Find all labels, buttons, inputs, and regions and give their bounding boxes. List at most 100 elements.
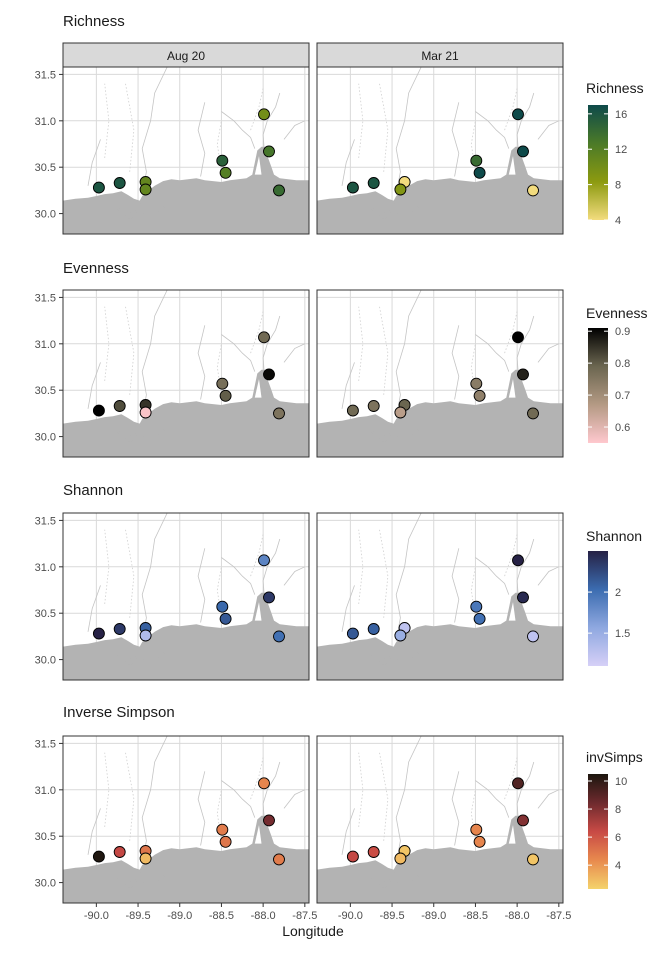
site-point — [92, 627, 105, 640]
site-point — [139, 629, 152, 642]
river-line — [341, 808, 355, 855]
river-line — [87, 585, 101, 632]
legend: invSimps 4 6 8 10 — [586, 749, 643, 889]
marsh-island — [117, 208, 123, 214]
y-tick-label: 31.0 — [35, 562, 56, 574]
chart-title: Shannon — [63, 482, 123, 499]
legend-colorbar — [588, 328, 608, 443]
boundary-line — [216, 789, 222, 841]
chart-row-4: Inverse Simpson 30.0 30.5 31.0 31.5 invSimps 4… — [35, 704, 643, 904]
bay-inlet — [508, 602, 516, 621]
river-line — [475, 780, 510, 818]
x-tick-label: -89.5 — [126, 910, 151, 922]
y-tick-label: 31.5 — [35, 515, 56, 527]
site-point — [216, 600, 229, 613]
facet-panel-aug-20 — [62, 735, 310, 904]
site-point — [273, 630, 285, 643]
legend-tick-label: 12 — [615, 144, 627, 156]
legend-tick-label: 0.7 — [615, 390, 630, 402]
legend: Shannon 1.5 2 — [586, 528, 642, 666]
y-tick-label: 30.0 — [35, 209, 56, 221]
marsh-island — [387, 648, 403, 662]
river-line — [283, 789, 305, 809]
boundary-line — [216, 120, 222, 172]
river-line — [262, 538, 281, 593]
y-tick-label: 30.5 — [35, 385, 56, 397]
chart-title: Evenness — [63, 260, 129, 277]
panel-content — [317, 67, 563, 234]
boundary-line — [250, 88, 264, 131]
legend-tick-label: 0.6 — [615, 422, 630, 434]
river-line — [262, 315, 281, 370]
y-tick-label: 30.0 — [35, 432, 56, 444]
marsh-island — [408, 427, 419, 435]
x-tick-label: -90.0 — [338, 910, 363, 922]
marsh-island — [124, 880, 134, 889]
y-tick-label: 30.5 — [35, 831, 56, 843]
site-point — [92, 404, 105, 417]
site-point — [512, 554, 524, 567]
site-point — [517, 145, 529, 158]
river-line — [141, 290, 168, 419]
panel-content — [317, 736, 563, 903]
land-mass — [63, 592, 309, 680]
x-tick-label: -87.5 — [292, 910, 317, 922]
y-tick-label: 31.5 — [35, 738, 56, 750]
marsh-island — [408, 650, 419, 658]
site-point — [394, 629, 407, 642]
x-tick-label: -90.0 — [84, 910, 109, 922]
facet-label: Mar 21 — [421, 49, 459, 63]
site-point — [219, 166, 232, 179]
site-point — [139, 183, 152, 196]
river-line — [516, 538, 535, 593]
boundary-line — [504, 757, 518, 800]
marsh-island — [133, 425, 149, 439]
y-tick-label: 31.0 — [35, 339, 56, 351]
bay-inlet — [254, 379, 262, 398]
facet-panel-aug-20 — [62, 512, 310, 681]
legend-title: Evenness — [586, 305, 647, 321]
river-line — [197, 102, 206, 177]
marsh-island — [117, 654, 123, 660]
marsh-island — [371, 431, 377, 437]
x-tick-label: -88.5 — [463, 910, 488, 922]
x-tick-label: -89.0 — [167, 910, 192, 922]
marsh-island — [378, 880, 388, 889]
river-line — [537, 566, 559, 586]
bay-inlet — [254, 602, 262, 621]
site-point — [258, 331, 270, 344]
site-point — [258, 777, 270, 790]
site-point — [92, 850, 105, 863]
river-line — [516, 315, 535, 370]
y-tick-label: 31.5 — [35, 292, 56, 304]
chart-row-3: Shannon 30.0 30.5 31.0 31.5 Shannon 1.5 2 — [35, 482, 642, 681]
river-line — [221, 780, 256, 818]
marsh-island — [378, 434, 388, 443]
site-point — [139, 406, 152, 419]
site-point — [273, 853, 285, 866]
site-point — [216, 823, 229, 836]
site-point — [273, 407, 285, 420]
panel-border — [316, 289, 564, 458]
panel-content — [63, 513, 309, 680]
river-line — [451, 325, 460, 400]
river-line — [283, 566, 305, 586]
site-point — [139, 852, 152, 865]
site-point — [512, 777, 524, 790]
legend-tick-label: 2 — [615, 587, 621, 599]
marsh-island — [154, 204, 165, 212]
legend-tick-label: 1.5 — [615, 628, 630, 640]
river-line — [475, 111, 510, 149]
site-point — [394, 183, 407, 196]
river-line — [395, 290, 422, 419]
river-line — [141, 736, 168, 865]
site-point — [473, 835, 486, 848]
river-line — [262, 92, 281, 147]
site-point — [346, 627, 359, 640]
site-point — [527, 853, 539, 866]
land-mass — [317, 592, 563, 680]
river-line — [283, 343, 305, 363]
chart-row-2: Evenness 30.0 30.5 31.0 31.5 Evenness 0.6 0.7 0.… — [35, 260, 647, 458]
boundary-line — [470, 566, 476, 618]
